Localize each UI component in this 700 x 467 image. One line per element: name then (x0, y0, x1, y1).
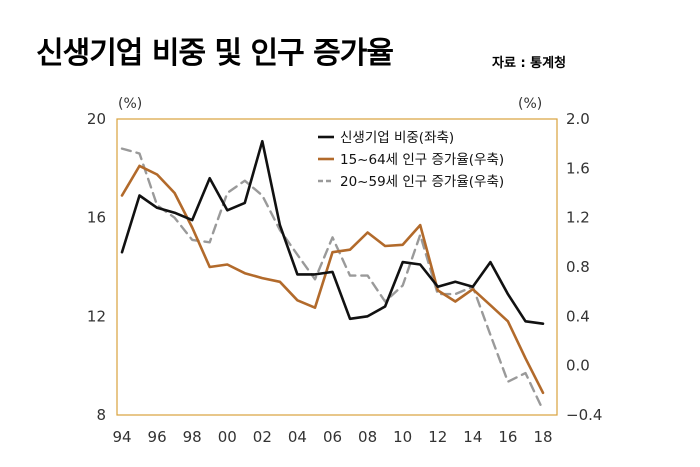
legend-label-1: 신생기업 비중(좌축) (340, 130, 454, 146)
chart-title: 신생기업 비중 및 인구 증가율 (36, 36, 394, 71)
x-axis-tick-label: 14 (463, 428, 482, 446)
series-line-1 (120, 139, 545, 326)
source-note: 자료 : 통계청 (492, 56, 567, 71)
x-axis-tick-label: 00 (218, 428, 237, 446)
left-axis-unit: (%) (118, 96, 142, 112)
x-axis-tick-label: 08 (358, 428, 377, 446)
right-axis-unit: (%) (518, 96, 542, 112)
x-axis-tick-label: 06 (323, 428, 342, 446)
x-axis-tick-label: 02 (253, 428, 272, 446)
left-axis-tick-label: 20 (87, 110, 106, 128)
legend-label-3: 20~59세 인구 증가율(우축) (340, 174, 504, 190)
legend-label-2: 15~64세 인구 증가율(우축) (340, 152, 504, 168)
x-axis-tick-label: 98 (183, 428, 202, 446)
left-axis-tick-label: 8 (96, 406, 106, 424)
x-axis-tick-label: 96 (148, 428, 167, 446)
x-axis-tick-label: 12 (428, 428, 447, 446)
right-axis-tick-label: 2.0 (566, 110, 590, 128)
left-axis-tick-label: 16 (87, 209, 106, 227)
left-axis-tick-label: 12 (87, 307, 106, 325)
x-axis-tick-label: 04 (288, 428, 307, 446)
series-line-2 (120, 164, 545, 395)
plot-frame (116, 118, 558, 416)
x-axis-tick-label: 94 (112, 428, 131, 446)
right-axis-tick-label: 1.2 (566, 209, 590, 227)
right-axis-tick-label: 0.0 (566, 357, 590, 375)
x-axis-tick-label: 10 (393, 428, 412, 446)
x-axis-tick-label: 16 (498, 428, 517, 446)
right-axis-tick-label: 1.6 (566, 159, 590, 177)
right-axis-tick-label: 0.8 (566, 258, 590, 276)
x-axis-tick-label: 18 (533, 428, 552, 446)
right-axis-tick-label: −0.4 (566, 406, 602, 424)
right-axis-tick-label: 0.4 (566, 307, 590, 325)
